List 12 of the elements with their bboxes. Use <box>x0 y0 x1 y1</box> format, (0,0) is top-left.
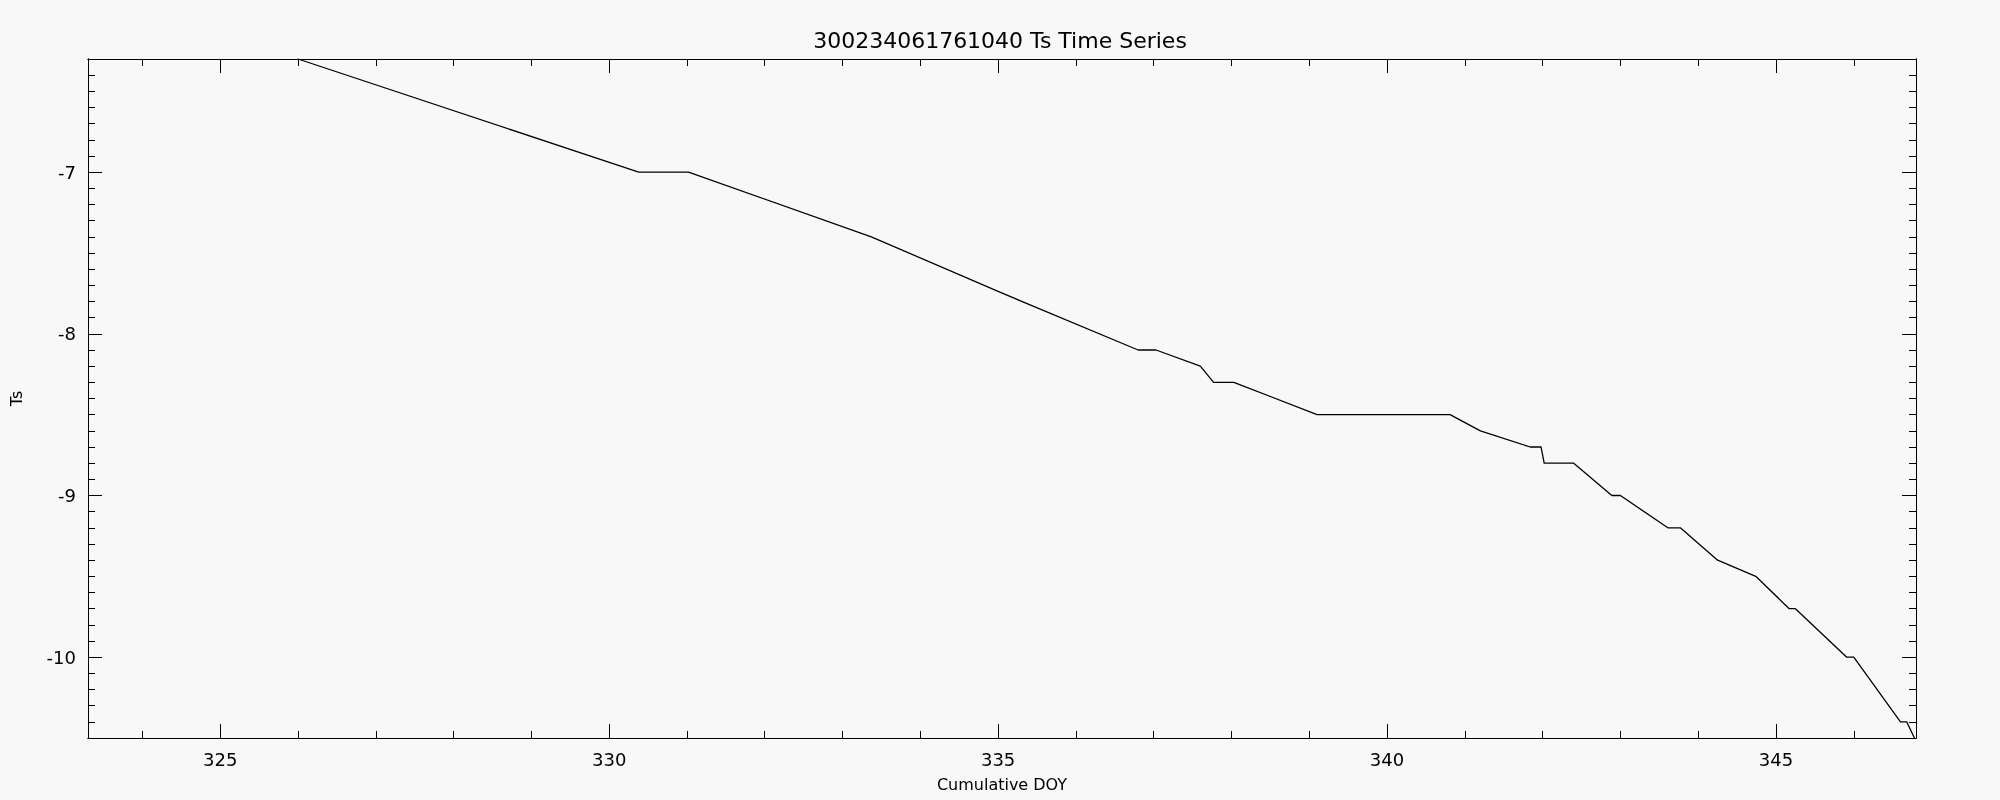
x-axis-title: Cumulative DOY <box>936 774 1068 794</box>
x-tick-label: 325 <box>203 748 238 770</box>
y-axis-title: Ts <box>6 390 26 408</box>
y-tick-label: -9 <box>58 485 76 506</box>
x-tick-label: 345 <box>1758 748 1794 770</box>
y-tick-label: -10 <box>46 646 76 668</box>
x-tick-label: 330 <box>591 748 627 770</box>
y-tick-label: -8 <box>58 323 76 345</box>
x-tick-label: 335 <box>980 748 1016 770</box>
chart-title: 300234061761040 Ts Time Series <box>813 27 1187 53</box>
y-tick-label: -7 <box>58 161 76 183</box>
x-tick-label: 340 <box>1369 748 1405 770</box>
